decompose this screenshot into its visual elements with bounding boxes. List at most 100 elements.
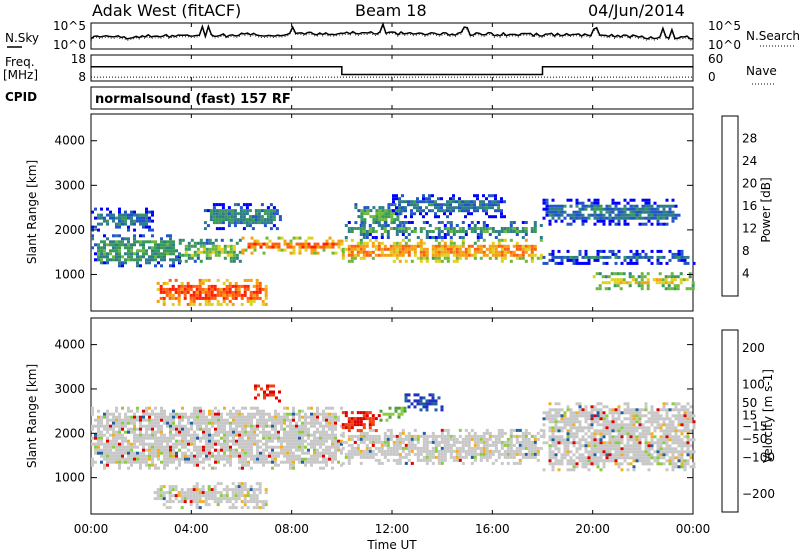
data-cell <box>383 449 387 453</box>
data-cell <box>374 230 378 233</box>
data-cell <box>449 241 453 245</box>
data-cell <box>548 426 552 430</box>
data-cell <box>398 434 402 438</box>
data-cell <box>362 233 366 236</box>
data-cell <box>124 213 127 217</box>
data-cell <box>614 207 618 211</box>
data-cell <box>656 411 660 415</box>
data-cell <box>479 233 483 236</box>
data-cell <box>298 245 302 249</box>
data-cell <box>366 212 370 216</box>
data-cell <box>610 278 614 282</box>
data-cell <box>563 456 567 460</box>
data-cell <box>377 440 381 444</box>
data-cell <box>217 448 220 452</box>
data-cell <box>458 440 462 444</box>
data-cell <box>602 462 606 466</box>
data-cell <box>272 393 275 397</box>
data-cell <box>360 218 364 222</box>
data-cell <box>467 247 471 251</box>
data-cell <box>584 207 588 211</box>
data-cell <box>283 418 286 422</box>
data-cell <box>208 433 211 437</box>
data-cell <box>659 255 663 259</box>
data-cell <box>482 446 486 450</box>
data-cell <box>160 445 163 449</box>
data-cell <box>210 284 214 288</box>
data-cell <box>398 224 402 227</box>
data-cell <box>494 244 498 248</box>
data-cell <box>246 494 250 498</box>
data-cell <box>668 429 672 433</box>
data-cell <box>692 438 696 442</box>
data-cell <box>578 402 582 406</box>
data-cell <box>157 261 160 265</box>
data-cell <box>620 456 624 460</box>
data-cell <box>118 222 121 226</box>
data-cell <box>602 459 606 463</box>
power-y-axis-label: Slant Range [km] <box>25 160 39 264</box>
data-cell <box>569 255 573 259</box>
data-cell <box>283 448 286 452</box>
data-cell <box>587 216 591 220</box>
data-cell <box>371 420 375 424</box>
data-cell <box>578 429 582 433</box>
data-cell <box>316 415 319 419</box>
data-cell <box>626 222 630 226</box>
data-cell <box>186 281 190 285</box>
data-cell <box>172 246 175 250</box>
data-cell <box>640 278 644 282</box>
data-cell <box>515 244 519 248</box>
data-cell <box>243 482 247 486</box>
data-cell <box>97 430 100 434</box>
data-cell <box>680 429 684 433</box>
data-cell <box>665 402 669 406</box>
data-cell <box>641 435 645 439</box>
data-cell <box>175 249 178 253</box>
data-cell <box>482 224 486 227</box>
data-cell <box>269 218 273 222</box>
data-cell <box>398 247 402 251</box>
data-cell <box>171 293 175 297</box>
data-cell <box>473 250 477 254</box>
data-cell <box>653 414 657 418</box>
data-cell <box>689 405 693 409</box>
data-cell <box>205 421 208 425</box>
data-cell <box>247 242 251 246</box>
data-cell <box>644 447 648 451</box>
data-cell <box>593 453 597 457</box>
data-cell <box>216 503 220 507</box>
data-cell <box>286 436 289 440</box>
data-cell <box>497 431 501 435</box>
data-cell <box>201 296 205 300</box>
data-cell <box>151 228 154 232</box>
data-cell <box>596 201 600 205</box>
data-cell <box>283 415 286 419</box>
data-cell <box>407 250 411 254</box>
data-cell <box>360 224 364 228</box>
data-cell <box>121 439 124 443</box>
data-cell <box>390 215 394 219</box>
data-cell <box>196 418 199 422</box>
data-cell <box>340 451 343 455</box>
data-cell <box>218 215 222 219</box>
data-cell <box>482 209 485 213</box>
data-cell <box>674 204 678 208</box>
data-cell <box>304 463 307 467</box>
data-cell <box>613 278 617 282</box>
data-cell <box>198 500 202 504</box>
data-cell <box>446 440 450 444</box>
data-cell <box>566 429 570 433</box>
data-cell <box>500 434 504 438</box>
data-cell <box>248 224 252 228</box>
data-cell <box>617 456 621 460</box>
data-cell <box>133 451 136 455</box>
data-cell <box>440 440 444 444</box>
data-cell <box>286 451 289 455</box>
data-cell <box>271 418 274 422</box>
data-cell <box>488 203 491 207</box>
data-cell <box>211 415 214 419</box>
data-cell <box>431 437 435 441</box>
data-cell <box>219 500 223 504</box>
data-cell <box>452 200 455 204</box>
